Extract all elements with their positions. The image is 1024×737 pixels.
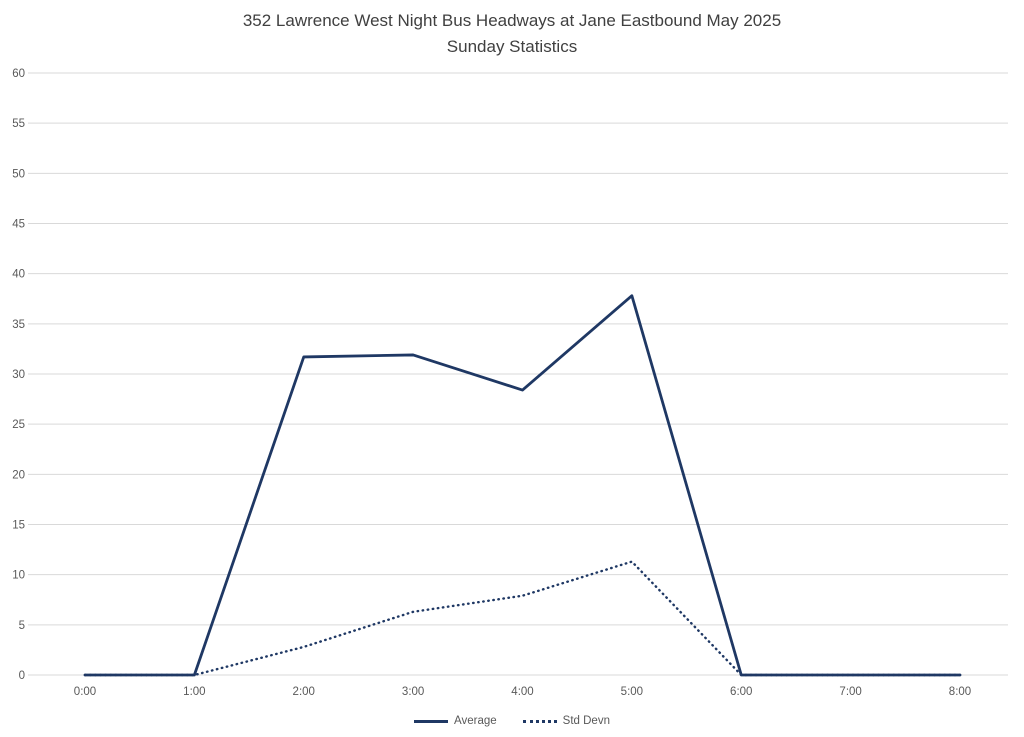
y-tick-label: 20 [12, 469, 25, 481]
plot-area: 0 5 10 15 20 25 30 35 40 45 50 55 60 0:00 1:00 2:00 3:00… [12, 68, 1008, 698]
legend-item-std-devn: Std Devn [522, 715, 610, 727]
x-tick-label: 3:00 [402, 686, 424, 698]
y-tick-label: 5 [19, 620, 25, 632]
series-line-average [83, 294, 962, 677]
chart-legend: Average Std Devn [0, 710, 1024, 732]
x-tick-label: 8:00 [949, 686, 971, 698]
x-tick-label: 0:00 [74, 686, 96, 698]
legend-label-average: Average [454, 715, 497, 727]
y-tick-label: 40 [12, 269, 25, 281]
legend-line-solid-icon [414, 719, 449, 723]
y-tick-label: 0 [19, 670, 25, 682]
y-tick-label: 45 [12, 219, 25, 231]
x-tick-label: 5:00 [621, 686, 643, 698]
y-tick-label: 55 [12, 118, 25, 130]
x-tick-label: 7:00 [839, 686, 861, 698]
y-tick-label: 15 [12, 520, 25, 532]
y-tick-label: 30 [12, 369, 25, 381]
series-line-std-devn [83, 560, 962, 677]
x-tick-label: 4:00 [511, 686, 533, 698]
legend-item-average: Average [414, 715, 497, 727]
legend-line-dotted-icon [522, 719, 557, 723]
y-tick-label: 60 [12, 68, 25, 80]
y-tick-label: 10 [12, 570, 25, 582]
x-tick-label: 1:00 [183, 686, 205, 698]
x-tick-label: 2:00 [293, 686, 315, 698]
y-tick-label: 35 [12, 319, 25, 331]
x-tick-label: 6:00 [730, 686, 752, 698]
y-tick-label: 25 [12, 419, 25, 431]
chart-title-line2: Sunday Statistics [446, 37, 578, 56]
legend-label-std-devn: Std Devn [562, 715, 610, 727]
chart-title-line1: 352 Lawrence West Night Bus Headways at … [242, 11, 782, 30]
chart-title: 352 Lawrence West Night Bus Headways at … [0, 0, 1024, 60]
y-tick-label: 50 [12, 168, 25, 180]
